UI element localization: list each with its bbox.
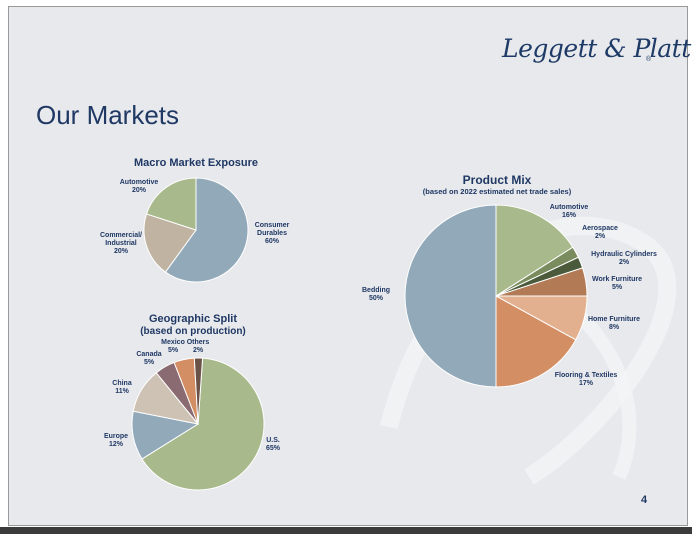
- slice-label-canada: Canada 5%: [136, 351, 161, 366]
- pie-slice-flooring-textiles: [495, 295, 577, 388]
- pie-slice-u-s: [141, 357, 265, 491]
- slice-label-u-s: U.S. 65%: [266, 437, 281, 452]
- chart-title-product: Product Mix: [463, 173, 532, 187]
- page-number: 4: [641, 494, 648, 506]
- registered-mark: ®: [646, 56, 652, 63]
- pie-geographic-split: U.S. 65% Europe 12% China 11% Canada 5%Mexico 5%…: [104, 339, 281, 491]
- slice-label-automotive: Automotive 20%: [120, 179, 159, 194]
- slice-label-work-furniture: Work Furniture 5%: [592, 276, 642, 291]
- company-logo: Leggett & Platt: [502, 34, 691, 63]
- chart-subtitle-geo: (based on production): [140, 326, 246, 337]
- chart-subtitle-product: (based on 2022 estimated net trade sales…: [423, 187, 572, 196]
- page-title: Our Markets: [36, 100, 180, 130]
- pie-slice-commercial-industrial: [143, 213, 197, 273]
- chart-title-geo: Geographic Split: [149, 313, 237, 325]
- pie-macro-market: Consumer Durables 60% Commercial/Industrial…: [100, 177, 290, 283]
- pie-slice-automotive: [145, 177, 197, 231]
- slice-label-flooring-textiles: Flooring & Textiles 17%: [555, 372, 618, 387]
- slice-label-automotive: Automotive 16%: [550, 204, 589, 219]
- slice-label-consumer-durables: Consumer Durables 60%: [255, 222, 290, 245]
- slice-label-aerospace: Aerospace 2%: [582, 225, 618, 240]
- slice-label-hydraulic-cylinders: Hydraulic Cylinders 2%: [591, 251, 657, 266]
- slice-label-commercial-industrial: Commercial/Industrial 20%: [100, 232, 142, 255]
- pie-product-mix: Automotive 16% Aerospace 2% Hydraulic Cylind…: [362, 204, 657, 388]
- slice-label-mexico: Mexico 5%: [161, 339, 185, 354]
- pie-slice-others: [193, 357, 204, 425]
- bottom-bar: [0, 527, 692, 534]
- slice-label-home-furniture: Home Furniture 8%: [588, 316, 640, 331]
- slice-label-europe: Europe 12%: [104, 433, 128, 448]
- slice-label-bedding: Bedding 50%: [362, 287, 390, 302]
- pie-slice-consumer-durables: [164, 177, 249, 283]
- pie-slice-automotive: [495, 204, 574, 297]
- slice-label-china: China 11%: [112, 380, 132, 395]
- chart-title-macro: Macro Market Exposure: [134, 157, 258, 169]
- pie-slice-bedding: [404, 204, 497, 388]
- slice-label-others: Others 2%: [187, 339, 210, 354]
